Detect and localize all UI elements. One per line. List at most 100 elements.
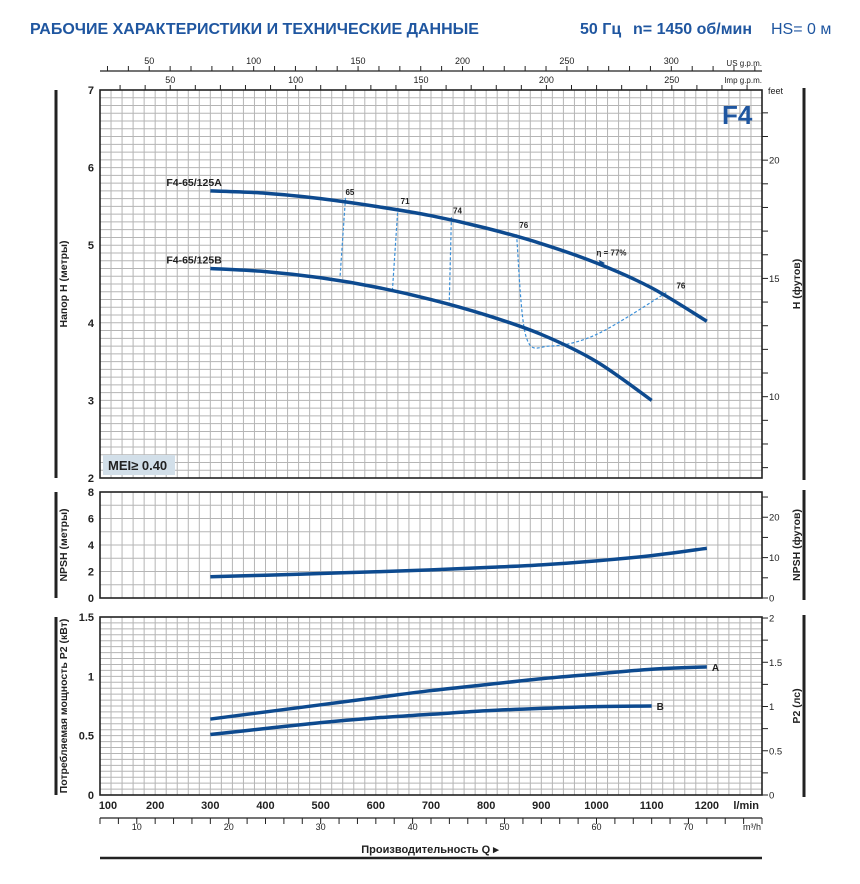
impgpm-tick-label: 250 (664, 75, 679, 85)
power-curve-label-A: A (712, 663, 719, 674)
usgpm-tick-label: 200 (455, 56, 470, 66)
impgpm-tick-label: 150 (414, 75, 429, 85)
efficiency-label: 76 (676, 282, 685, 291)
x-tick-label: 500 (311, 800, 329, 812)
y-axis-title-right: P2 (лс) (791, 688, 803, 723)
efficiency-label: η = 77% (597, 248, 627, 257)
m3h-tick-label: 70 (683, 822, 693, 832)
usgpm-tick-label: 50 (144, 56, 154, 66)
y-axis-title: Напор H (метры) (58, 241, 70, 328)
y-tick-label: 2 (88, 473, 94, 485)
m3h-tick-label: 60 (591, 822, 601, 832)
x-tick-label: 1200 (695, 800, 719, 812)
plot-frame (99, 616, 763, 796)
y-tick-label: 3 (88, 395, 94, 407)
usgpm-tick-label: 300 (664, 56, 679, 66)
right-tick-label: 15 (769, 274, 780, 285)
x-tick-label: 800 (477, 800, 495, 812)
right-tick-label: 1 (769, 702, 774, 713)
power-curve-label-B: B (657, 702, 664, 713)
impgpm-tick-label: 100 (288, 75, 303, 85)
x-tick-label: 600 (367, 800, 385, 812)
curve-label-F4-65/125A: F4-65/125A (166, 177, 222, 189)
y-tick-label: 0 (88, 790, 94, 802)
x-tick-label: 300 (201, 800, 219, 812)
hs-label: HS= 0 м (771, 21, 832, 38)
usgpm-unit-label: US g.p.m. (726, 59, 762, 68)
power-curve-A (210, 665, 707, 721)
x-unit-label: l/min (733, 800, 759, 812)
impgpm-tick-label: 50 (165, 75, 175, 85)
y-axis-title: Потребляемая мощность P2 (кВт) (58, 619, 70, 794)
panel-head (54, 88, 806, 480)
right-tick-label: 0 (769, 594, 774, 605)
npsh-curve (210, 546, 708, 579)
right-tick-label: 20 (769, 156, 780, 167)
speed-label: n= 1450 об/мин (633, 21, 753, 38)
usgpm-tick-label: 100 (246, 56, 261, 66)
y-tick-label: 2 (88, 567, 94, 579)
plot-frame (99, 89, 763, 479)
usgpm-tick-label: 150 (351, 56, 366, 66)
efficiency-label: 71 (401, 197, 410, 206)
m3h-tick-label: 10 (132, 822, 142, 832)
panel-power (54, 615, 806, 797)
x-tick-label: 900 (532, 800, 550, 812)
x-tick-label: 700 (422, 800, 440, 812)
efficiency-line-71 (391, 207, 399, 292)
mei-badge (103, 455, 175, 475)
x-tick-label: 1100 (640, 800, 664, 812)
efficiency-line-65 (339, 197, 347, 278)
m3h-unit-label: m³/h (743, 822, 761, 832)
m3h-tick-label: 50 (500, 822, 510, 832)
right-tick-label: 10 (769, 392, 780, 403)
series-code-label: F4 (722, 100, 753, 130)
y-tick-label: 4 (88, 540, 95, 552)
y-tick-label: 4 (88, 318, 95, 330)
x-tick-label: 200 (146, 800, 164, 812)
y-axis-title-right: NPSH (футов) (791, 509, 803, 581)
y-axis-title-right: H (футов) (791, 259, 803, 309)
power-curve-B (210, 704, 652, 737)
impgpm-tick-label: 200 (539, 75, 554, 85)
efficiency-label: 74 (453, 206, 462, 215)
right-tick-label: 0 (769, 791, 774, 802)
x-tick-label: 100 (99, 800, 117, 812)
mei-badge-text: MEI≥ 0.40 (108, 458, 167, 473)
x-axis-title: Производительность Q ▸ (361, 844, 499, 856)
right-tick-label: 0.5 (769, 746, 782, 757)
y-tick-label: 7 (88, 85, 94, 97)
y-tick-label: 5 (88, 240, 94, 252)
efficiency-line-76 (515, 234, 667, 349)
x-tick-label: 1000 (584, 800, 608, 812)
y-tick-label: 6 (88, 514, 94, 526)
right-tick-label: 1.5 (769, 658, 782, 669)
right-tick-label: 2 (769, 614, 774, 625)
frequency-label: 50 Гц (580, 21, 622, 38)
panel-npsh (54, 490, 806, 600)
y-tick-label: 1 (88, 671, 94, 683)
efficiency-line-74 (448, 217, 453, 305)
right-tick-label: 20 (769, 513, 780, 524)
plot-frame (99, 491, 763, 599)
y-tick-label: 0 (88, 593, 94, 605)
feet-unit-label: feet (768, 86, 784, 96)
curve-label-F4-65/125B: F4-65/125B (166, 254, 222, 266)
m3h-tick-label: 30 (316, 822, 326, 832)
head-curve-F4-65/125B (210, 266, 653, 402)
y-tick-label: 8 (88, 487, 94, 499)
m3h-tick-label: 20 (224, 822, 234, 832)
y-tick-label: 6 (88, 163, 94, 175)
bep-marker (599, 260, 606, 267)
y-axis-title: NPSH (метры) (58, 508, 70, 581)
y-tick-label: 0.5 (79, 731, 94, 743)
head-curve-F4-65/125A (210, 189, 708, 323)
usgpm-tick-label: 250 (559, 56, 574, 66)
y-tick-label: 1.5 (79, 612, 94, 624)
x-tick-label: 400 (256, 800, 274, 812)
page-title: РАБОЧИЕ ХАРАКТЕРИСТИКИ И ТЕХНИЧЕСКИЕ ДАН… (30, 21, 479, 38)
efficiency-label: 76 (519, 221, 528, 230)
right-tick-label: 10 (769, 553, 780, 564)
efficiency-label: 65 (345, 188, 354, 197)
